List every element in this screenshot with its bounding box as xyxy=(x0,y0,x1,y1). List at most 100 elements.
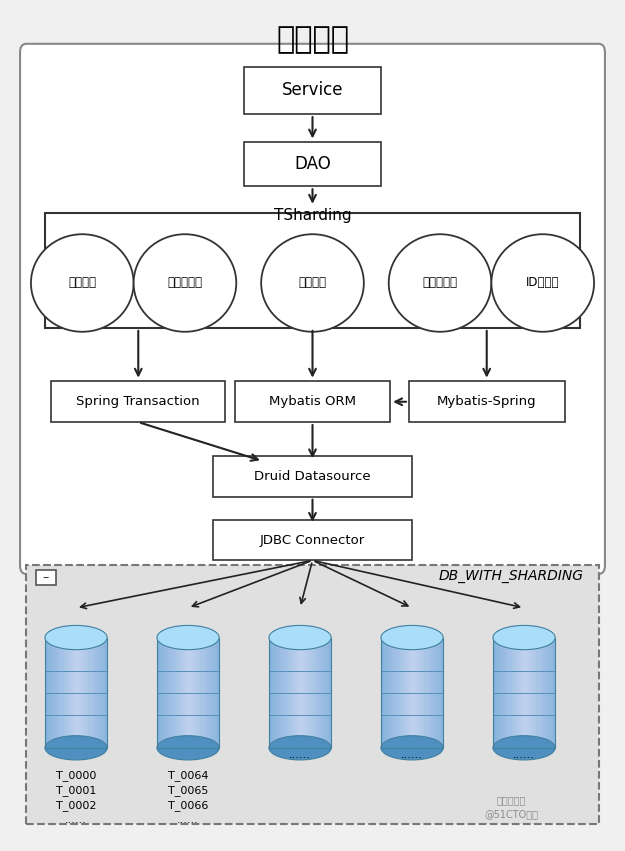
Ellipse shape xyxy=(45,625,107,649)
Polygon shape xyxy=(213,637,216,748)
Ellipse shape xyxy=(157,736,219,760)
Polygon shape xyxy=(399,637,402,748)
Polygon shape xyxy=(207,637,210,748)
Text: Mybatis ORM: Mybatis ORM xyxy=(269,395,356,408)
Ellipse shape xyxy=(31,234,134,332)
Ellipse shape xyxy=(134,234,236,332)
Text: Druid Datasource: Druid Datasource xyxy=(254,470,371,483)
FancyBboxPatch shape xyxy=(20,43,605,574)
Text: Mybatis-Spring: Mybatis-Spring xyxy=(437,395,536,408)
Polygon shape xyxy=(552,637,555,748)
Polygon shape xyxy=(440,637,443,748)
Ellipse shape xyxy=(389,234,491,332)
Polygon shape xyxy=(381,637,384,748)
Polygon shape xyxy=(284,637,288,748)
Polygon shape xyxy=(402,637,406,748)
Polygon shape xyxy=(549,637,552,748)
Polygon shape xyxy=(521,637,524,748)
Text: 多数据源: 多数据源 xyxy=(68,277,96,289)
FancyBboxPatch shape xyxy=(36,569,56,585)
Polygon shape xyxy=(319,637,322,748)
Text: 分表映射器: 分表映射器 xyxy=(422,277,457,289)
Polygon shape xyxy=(92,637,95,748)
Polygon shape xyxy=(493,637,496,748)
Ellipse shape xyxy=(269,625,331,649)
Polygon shape xyxy=(300,637,303,748)
Polygon shape xyxy=(169,637,172,748)
Polygon shape xyxy=(188,637,191,748)
Ellipse shape xyxy=(269,736,331,760)
Polygon shape xyxy=(306,637,309,748)
Polygon shape xyxy=(542,637,546,748)
Ellipse shape xyxy=(381,736,443,760)
Polygon shape xyxy=(101,637,104,748)
Polygon shape xyxy=(89,637,92,748)
Polygon shape xyxy=(393,637,396,748)
Polygon shape xyxy=(182,637,185,748)
FancyBboxPatch shape xyxy=(51,381,226,422)
Polygon shape xyxy=(291,637,294,748)
Text: –: – xyxy=(42,571,49,584)
FancyBboxPatch shape xyxy=(244,67,381,114)
FancyBboxPatch shape xyxy=(244,142,381,186)
Polygon shape xyxy=(325,637,328,748)
Polygon shape xyxy=(421,637,424,748)
Ellipse shape xyxy=(491,234,594,332)
FancyBboxPatch shape xyxy=(45,214,580,328)
Ellipse shape xyxy=(45,736,107,760)
Polygon shape xyxy=(294,637,297,748)
Polygon shape xyxy=(524,637,527,748)
Polygon shape xyxy=(275,637,278,748)
Text: 事务管理器: 事务管理器 xyxy=(168,277,202,289)
Polygon shape xyxy=(272,637,275,748)
Text: @51CTO博客: @51CTO博客 xyxy=(484,809,539,819)
Polygon shape xyxy=(191,637,194,748)
Text: JDBC Connector: JDBC Connector xyxy=(260,534,365,546)
Polygon shape xyxy=(322,637,325,748)
Polygon shape xyxy=(515,637,518,748)
Polygon shape xyxy=(82,637,86,748)
Polygon shape xyxy=(387,637,390,748)
Polygon shape xyxy=(73,637,76,748)
Polygon shape xyxy=(418,637,421,748)
FancyBboxPatch shape xyxy=(26,565,599,824)
Polygon shape xyxy=(204,637,207,748)
Text: DAO: DAO xyxy=(294,155,331,174)
Polygon shape xyxy=(51,637,54,748)
Text: Spring Transaction: Spring Transaction xyxy=(76,395,200,408)
Polygon shape xyxy=(303,637,306,748)
Polygon shape xyxy=(86,637,89,748)
Polygon shape xyxy=(166,637,169,748)
Polygon shape xyxy=(176,637,179,748)
Polygon shape xyxy=(48,637,51,748)
Polygon shape xyxy=(76,637,79,748)
Polygon shape xyxy=(278,637,281,748)
Polygon shape xyxy=(431,637,434,748)
Polygon shape xyxy=(503,637,506,748)
Polygon shape xyxy=(95,637,98,748)
Polygon shape xyxy=(530,637,533,748)
Polygon shape xyxy=(406,637,409,748)
FancyBboxPatch shape xyxy=(213,456,412,497)
Polygon shape xyxy=(216,637,219,748)
Ellipse shape xyxy=(493,736,555,760)
Polygon shape xyxy=(70,637,73,748)
Text: ID生成器: ID生成器 xyxy=(526,277,559,289)
Polygon shape xyxy=(173,637,176,748)
Polygon shape xyxy=(546,637,549,748)
Polygon shape xyxy=(390,637,393,748)
Polygon shape xyxy=(428,637,431,748)
Text: 下单服务: 下单服务 xyxy=(276,25,349,54)
Polygon shape xyxy=(384,637,387,748)
Polygon shape xyxy=(533,637,536,748)
FancyBboxPatch shape xyxy=(409,381,564,422)
Polygon shape xyxy=(198,637,201,748)
Ellipse shape xyxy=(261,234,364,332)
Polygon shape xyxy=(496,637,499,748)
Polygon shape xyxy=(437,637,440,748)
Polygon shape xyxy=(185,637,188,748)
Polygon shape xyxy=(104,637,107,748)
Text: DB_WITH_SHARDING: DB_WITH_SHARDING xyxy=(439,569,584,584)
Polygon shape xyxy=(536,637,539,748)
Polygon shape xyxy=(316,637,319,748)
